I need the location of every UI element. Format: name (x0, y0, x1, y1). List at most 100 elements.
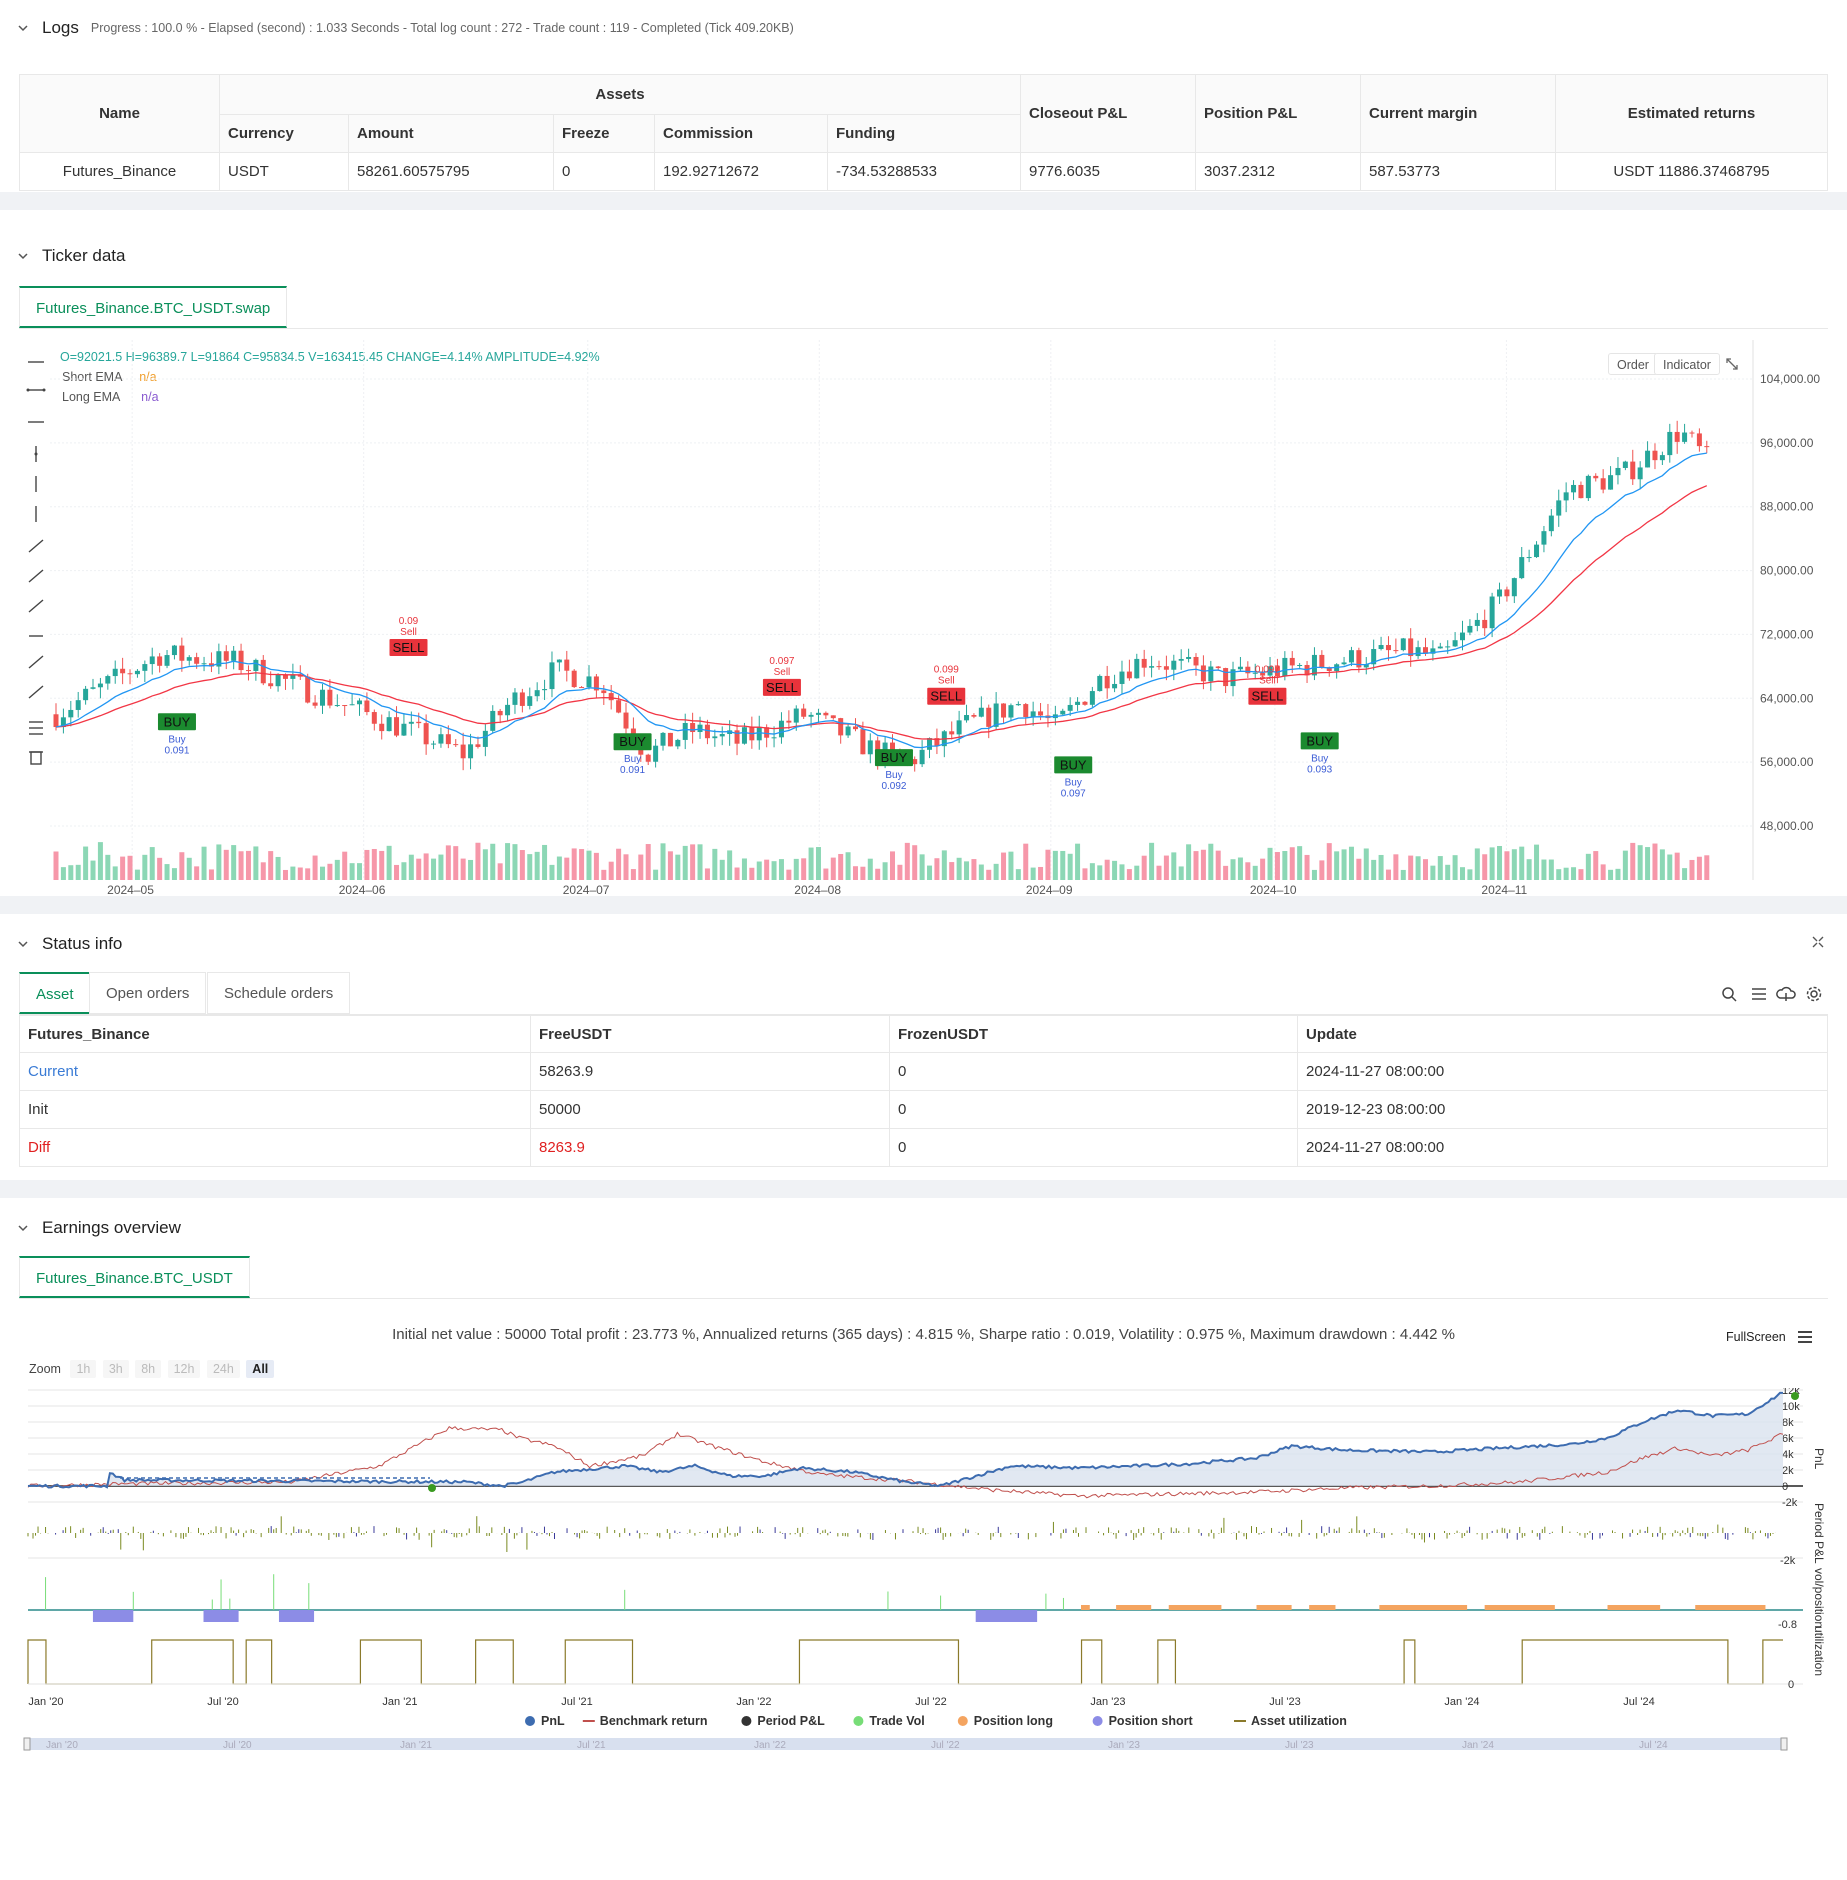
volume-bar (1163, 855, 1169, 880)
zoom-1h[interactable]: 1h (70, 1360, 97, 1378)
legend-long-ema-label: Long EMA (62, 390, 120, 404)
candle-body (542, 689, 548, 691)
volume-bar (1260, 858, 1266, 880)
volume-bar (971, 859, 977, 880)
candle-body (1008, 705, 1014, 718)
volume-bar (630, 869, 636, 880)
tab-open-orders[interactable]: Open orders (89, 972, 207, 1014)
menu-icon[interactable] (1752, 988, 1766, 1000)
signal-qty: 0.09 (399, 616, 419, 627)
volume-bar (549, 864, 555, 880)
volume-bar (1682, 868, 1688, 880)
volume-bar (734, 867, 740, 880)
candle-body (1548, 515, 1554, 532)
fullscreen-button[interactable]: FullScreen (1726, 1330, 1786, 1344)
cloud-download-icon[interactable] (1776, 986, 1796, 1001)
candle-body (142, 664, 148, 671)
candle-body (431, 743, 437, 745)
zoom-label: Zoom (29, 1362, 61, 1376)
candle-body (275, 674, 281, 687)
ticker-header[interactable]: Ticker data (18, 246, 125, 266)
tab-btc-usdt-swap[interactable]: Futures_Binance.BTC_USDT.swap (19, 286, 288, 328)
pnl-tick-label: -2k (1782, 1497, 1798, 1509)
earnings-chart[interactable]: 12k 10k 8k 6k 4k 2k 0 -2k PnL -2k Period P&L -0.8 vo… (0, 1388, 1847, 1880)
candle-body (986, 707, 992, 727)
signal-label: Sell (774, 667, 791, 678)
logs-header[interactable]: Logs Progress : 100.0 % - Elapsed (secon… (18, 18, 794, 38)
volume-bar (727, 850, 733, 880)
volume-bar (1075, 843, 1081, 880)
volume-bar (1134, 865, 1140, 880)
volume-bar (1511, 849, 1517, 880)
earnings-header[interactable]: Earnings overview (18, 1218, 181, 1238)
tab-asset[interactable]: Asset (19, 972, 91, 1014)
chevron-down-icon[interactable] (18, 939, 28, 949)
zoom-3h[interactable]: 3h (102, 1360, 129, 1378)
candle-body (1104, 675, 1110, 689)
navigator-tick-label: Jan '22 (754, 1740, 786, 1751)
position-long-bar (1168, 1605, 1222, 1610)
candle-body (1178, 658, 1184, 661)
signal-qty: 0.091 (620, 765, 645, 776)
x-tick-label: 2024–09 (1026, 883, 1073, 896)
chevron-down-icon[interactable] (18, 1223, 28, 1233)
candle-body (1422, 647, 1428, 654)
candle-body (556, 659, 562, 663)
tab-btc-usdt[interactable]: Futures_Binance.BTC_USDT (19, 1256, 250, 1298)
volume-bar (675, 854, 681, 880)
search-icon[interactable] (1722, 987, 1737, 1002)
candle-body (623, 712, 629, 729)
col-amount: Amount (348, 114, 554, 153)
tab-schedule-orders[interactable]: Schedule orders (207, 972, 351, 1014)
legend-dot (957, 1716, 968, 1726)
volume-bar (852, 866, 858, 880)
candle-body (1452, 640, 1458, 647)
candle-body (690, 722, 696, 733)
drawing-tools-icon[interactable] (24, 350, 48, 990)
order-button[interactable]: Order (1608, 353, 1658, 375)
pnl-tick-label: 8k (1782, 1417, 1794, 1429)
expand-icon[interactable] (1721, 353, 1743, 375)
hamburger-menu-icon[interactable] (1796, 1328, 1818, 1350)
signal-type: SELL (766, 680, 798, 695)
candle-body (1023, 704, 1029, 718)
zoom-all[interactable]: All (246, 1360, 275, 1378)
candle-body (1585, 475, 1591, 499)
volume-bar (845, 852, 851, 880)
chevron-down-icon[interactable] (18, 251, 28, 261)
volume-bar (83, 846, 89, 880)
pnl-tick-label: 4k (1782, 1449, 1794, 1461)
candle-body (1193, 656, 1199, 666)
candle-body (719, 733, 725, 737)
collapse-icon[interactable] (1810, 934, 1832, 956)
legend-label: Benchmark return (600, 1714, 708, 1728)
volume-bar (53, 851, 59, 880)
zoom-8h[interactable]: 8h (135, 1360, 162, 1378)
candle-body (771, 737, 777, 739)
volume-bar (149, 847, 155, 880)
candle-body (756, 727, 762, 741)
chevron-down-icon[interactable] (18, 23, 28, 33)
candle-body (1385, 645, 1391, 651)
candle-body (201, 663, 207, 665)
legend-dot (741, 1716, 752, 1726)
candlestick-chart[interactable]: 104,000.00 96,000.00 88,000.00 80,000.00 72,… (50, 340, 1847, 896)
gear-icon[interactable] (1806, 986, 1822, 1002)
candle-body (1363, 664, 1369, 668)
sell-badge (762, 678, 801, 696)
candle-body (1645, 450, 1651, 468)
indicator-button[interactable]: Indicator (1654, 353, 1720, 375)
signal-type: BUY (1306, 733, 1333, 748)
status-header[interactable]: Status info (18, 934, 122, 954)
volume-bar (1630, 842, 1636, 880)
y-tick-label: 80,000.00 (1760, 564, 1814, 578)
volume-bar (1519, 846, 1525, 880)
candle-body (179, 645, 185, 661)
zoom-24h[interactable]: 24h (206, 1360, 240, 1378)
candle-body (1659, 455, 1665, 461)
candle-body (1282, 657, 1288, 677)
candle-body (416, 721, 422, 724)
zoom-12h[interactable]: 12h (167, 1360, 201, 1378)
candle-body (1097, 675, 1103, 692)
